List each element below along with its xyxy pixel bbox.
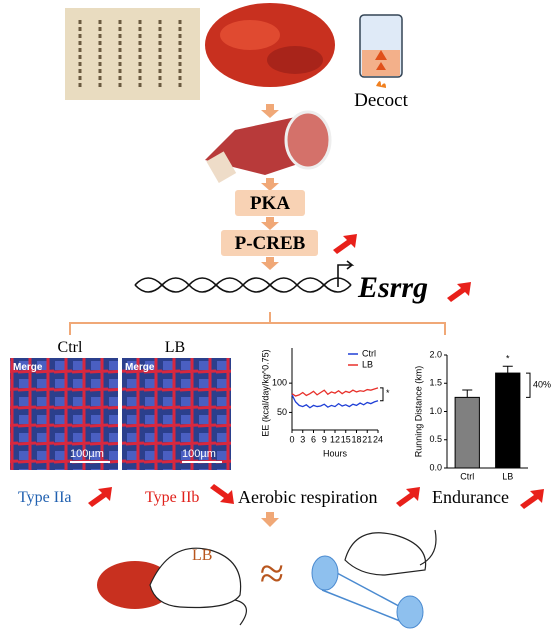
scale-label: 100µm	[70, 448, 104, 460]
dna	[134, 260, 355, 293]
goji-mouse	[97, 547, 247, 626]
x-tick-label: 18	[351, 434, 361, 444]
micrograph-lb	[122, 358, 231, 470]
x-tick-label: LB	[502, 471, 513, 481]
pka-box	[235, 190, 305, 216]
y-tick-label: 0.0	[429, 462, 442, 472]
x-tick-label: 0	[289, 434, 294, 444]
aerobic-label: Aerobic respiration	[238, 487, 377, 507]
sig-bracket	[380, 387, 384, 402]
up-arrow	[333, 234, 357, 254]
down-arrow	[210, 484, 234, 504]
pka-label: PKA	[250, 193, 290, 214]
micrograph-ctrl	[10, 358, 118, 470]
gene-label: Esrrg	[357, 271, 428, 304]
muscle-image	[205, 110, 332, 183]
y-tick-label: 1.5	[429, 378, 442, 388]
bar	[454, 396, 480, 469]
annotation: *	[506, 354, 510, 364]
approx-sign: ≈	[260, 549, 284, 598]
type2a-label: Type IIa	[18, 489, 72, 506]
up-arrow	[520, 489, 544, 509]
x-tick-label: 21	[362, 434, 372, 444]
goji-image	[205, 3, 335, 87]
x-tick-label: 6	[311, 434, 316, 444]
y-axis-label: Running Distance (km)	[413, 366, 423, 458]
scale-label: 100µm	[182, 448, 216, 460]
running-mouse	[311, 529, 437, 629]
flow-arrows	[261, 104, 279, 527]
pcreb-label: P-CREB	[235, 233, 306, 254]
up-arrow	[447, 282, 471, 302]
diff-bracket	[526, 372, 531, 398]
x-tick-label: 12	[330, 434, 340, 444]
y-axis-label: EE (kcal/day/kg^0.75)	[260, 349, 270, 436]
legend-label: Ctrl	[362, 348, 376, 358]
lb-label: LB	[165, 339, 185, 356]
up-arrow	[88, 487, 112, 507]
x-axis-label: Hours	[323, 448, 348, 458]
series-line	[291, 394, 379, 409]
annotation: *	[386, 388, 390, 398]
type2b-label: Type IIb	[145, 489, 199, 506]
difference-label: 40%	[533, 380, 551, 390]
y-tick-label: 1.0	[429, 406, 442, 416]
x-tick-label: Ctrl	[460, 471, 474, 481]
bar	[495, 372, 521, 469]
y-tick-label: 0.5	[429, 434, 442, 444]
series-line	[291, 387, 379, 397]
x-tick-label: 3	[300, 434, 305, 444]
bar-chart: 0.0 0.5 1.0 1.5 2.0 Running Distance (km) Ctrl…	[413, 349, 551, 481]
merge-label: Merge	[13, 362, 43, 373]
y-tick-label: 2.0	[429, 349, 442, 359]
pcreb-box	[221, 230, 318, 256]
decoct-label: Decoct	[354, 90, 409, 111]
error-bar	[462, 389, 473, 398]
y-tick-label: 100	[272, 378, 287, 388]
up-arrow	[396, 487, 420, 507]
x-tick-label: 9	[322, 434, 327, 444]
merge-label: Merge	[125, 362, 155, 373]
y-tick-label: 50	[277, 407, 287, 417]
beaker	[359, 14, 403, 88]
ee-chart: 50 100 0 3 6 9 12 15 18 21 24 Hours EE (kcal/day/kg^…	[260, 348, 390, 458]
x-tick-label: 24	[373, 434, 383, 444]
ctrl-label: Ctrl	[58, 339, 83, 356]
legend-label: LB	[362, 359, 373, 369]
book-image	[65, 8, 200, 100]
mouse-lb-label: LB	[192, 547, 212, 564]
bracket	[69, 312, 446, 335]
error-bar	[502, 365, 513, 374]
x-tick-label: 15	[341, 434, 351, 444]
endurance-label: Endurance	[432, 487, 509, 507]
